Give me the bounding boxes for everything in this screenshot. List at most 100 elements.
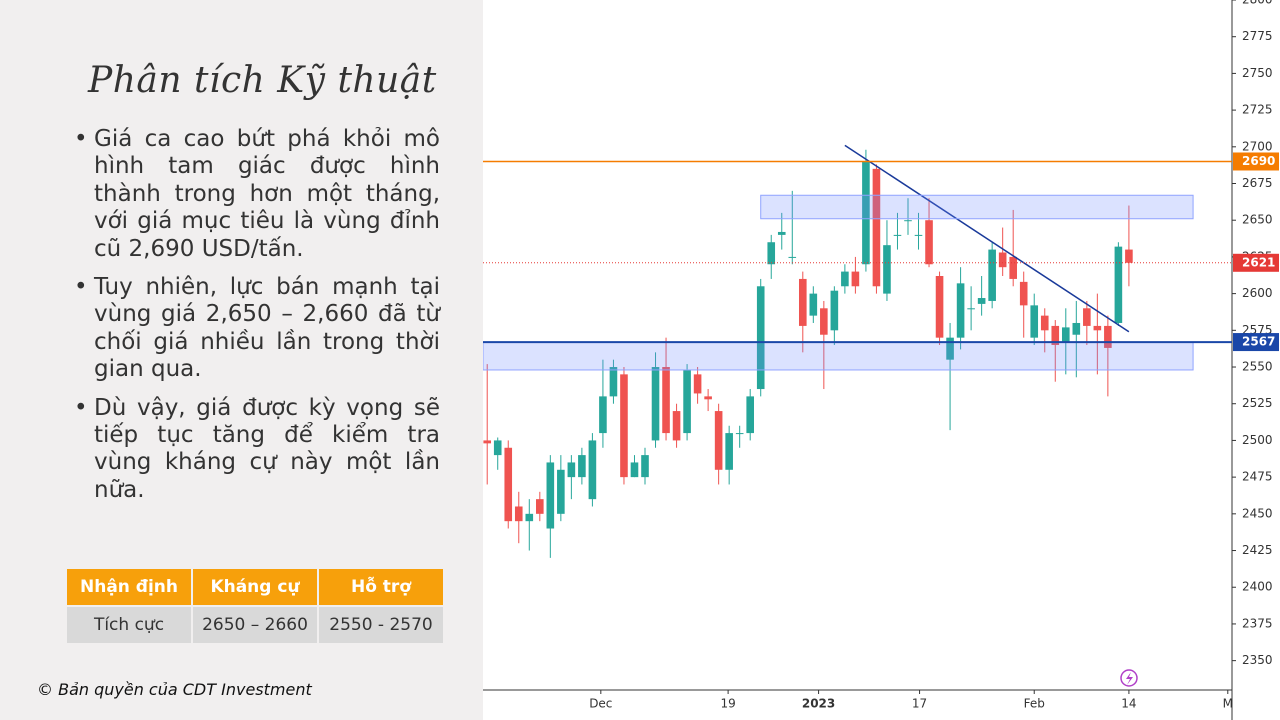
candle-body: [872, 168, 881, 287]
bullet-list: Giá ca cao bứt phá khỏi mô hình tam giác…: [74, 126, 440, 515]
candle-body: [493, 440, 502, 456]
y-tick-label: 2425: [1242, 543, 1273, 557]
level-tag: [1233, 253, 1279, 272]
y-tick-label: 2525: [1242, 396, 1273, 410]
y-tick-label: 2650: [1242, 213, 1273, 227]
candle-body: [1040, 315, 1049, 331]
candle-body: [735, 433, 744, 435]
x-tick-label: Dec: [589, 697, 612, 711]
candle-body: [599, 396, 607, 434]
bullet: Dù vậy, giá được kỳ vọng sẽ tiếp tục tăn…: [74, 395, 440, 505]
cell: 2550 - 2570: [319, 607, 443, 643]
candle-body: [862, 161, 870, 265]
candle-body: [914, 234, 923, 236]
x-tick-label: 14: [1121, 697, 1136, 711]
icon: [1120, 669, 1138, 687]
y-tick-label: 2450: [1242, 506, 1273, 520]
candle-body: [641, 455, 649, 478]
candle-body: [1114, 246, 1123, 323]
candle-body: [557, 469, 565, 514]
y-tick-label: 2800: [1242, 0, 1273, 7]
candle-body: [483, 440, 492, 444]
candle-body: [1093, 325, 1102, 331]
candle-body: [1061, 327, 1070, 343]
zone: [760, 194, 1194, 220]
candle-body: [1009, 256, 1017, 279]
row: Tích cực 2650 – 2660 2550 - 2570: [67, 607, 443, 643]
x-tick-label: 19: [720, 697, 735, 711]
summary-table: Nhận định Kháng cự Hỗ trợ Tích cực 2650 …: [65, 567, 445, 645]
y-tick-label: 2725: [1242, 103, 1273, 117]
y-tick-label: 2600: [1242, 286, 1273, 300]
candle-body: [620, 374, 628, 478]
header-cell: Nhận định: [67, 569, 191, 605]
candle-body: [956, 283, 965, 338]
title: Phân tích Kỹ thuật: [88, 60, 437, 101]
candle-body: [714, 411, 723, 470]
candle-body: [609, 367, 618, 397]
bullet: Tuy nhiên, lực bán mạnh tại vùng giá 2,6…: [74, 274, 440, 384]
level-label: 2690: [1242, 154, 1275, 168]
y-tick-label: 2500: [1242, 433, 1273, 447]
candle-body: [851, 271, 860, 287]
candle-body: [662, 367, 670, 434]
y-tick-label: 2550: [1242, 360, 1273, 374]
candle-body: [777, 231, 786, 235]
y-tick-label: 2775: [1242, 29, 1273, 43]
x-tick-label: Feb: [1024, 697, 1045, 711]
header-cell: Hỗ trợ: [319, 569, 443, 605]
candle-body: [578, 455, 586, 478]
candle-body: [504, 447, 513, 522]
x-tick-label: 17: [912, 697, 927, 711]
candle-body: [883, 245, 891, 294]
candle-body: [672, 411, 681, 441]
x-tick-label: M: [1223, 697, 1233, 711]
candle-body: [588, 440, 597, 500]
candle-body: [514, 506, 523, 522]
candle-body: [1019, 281, 1028, 306]
candle-body: [1051, 325, 1060, 345]
level-tag: [1233, 333, 1279, 352]
candle-body: [798, 278, 807, 326]
candle-body: [998, 252, 1007, 268]
y-tick-label: 2675: [1242, 176, 1273, 190]
candle-body: [1072, 322, 1081, 335]
candle-body: [704, 396, 712, 400]
y-tick-label: 2475: [1242, 470, 1273, 484]
candle-body: [830, 290, 839, 331]
y-tick-label: 2750: [1242, 66, 1273, 80]
header-cell: Kháng cự: [193, 569, 317, 605]
candle-body: [767, 242, 776, 265]
candle-body: [841, 271, 849, 287]
candle-body: [630, 462, 639, 478]
candle-body: [1125, 249, 1133, 263]
chart: 2350237524002425245024752500252525502575…: [483, 0, 1279, 720]
candle-body: [946, 337, 954, 360]
candle-body: [1030, 305, 1039, 338]
candle-body: [809, 293, 818, 316]
candle-body: [935, 276, 944, 338]
x-tick-label: 2023: [802, 697, 835, 711]
candle-body: [988, 249, 996, 301]
candle-body: [820, 308, 828, 335]
candle-body: [904, 220, 912, 222]
level-label: 2567: [1242, 335, 1275, 349]
candle-body: [977, 298, 986, 304]
text-panel: Phân tích Kỹ thuật Giá ca cao bứt phá kh…: [0, 0, 483, 720]
candle-body: [788, 256, 797, 258]
y-tick-label: 2400: [1242, 580, 1273, 594]
candle-body: [567, 462, 576, 478]
candle-body: [925, 220, 933, 265]
y-tick-label: 2350: [1242, 653, 1273, 667]
candle-body: [967, 308, 975, 310]
candle-body: [725, 433, 733, 470]
trendline: [844, 144, 1130, 333]
level-label: 2621: [1242, 255, 1275, 269]
candle-body: [756, 286, 765, 390]
candle-body: [546, 462, 555, 529]
candle-body: [1104, 325, 1112, 348]
y-tick-label: 2375: [1242, 616, 1273, 630]
candle-body: [536, 499, 544, 514]
candle-body: [525, 513, 534, 522]
